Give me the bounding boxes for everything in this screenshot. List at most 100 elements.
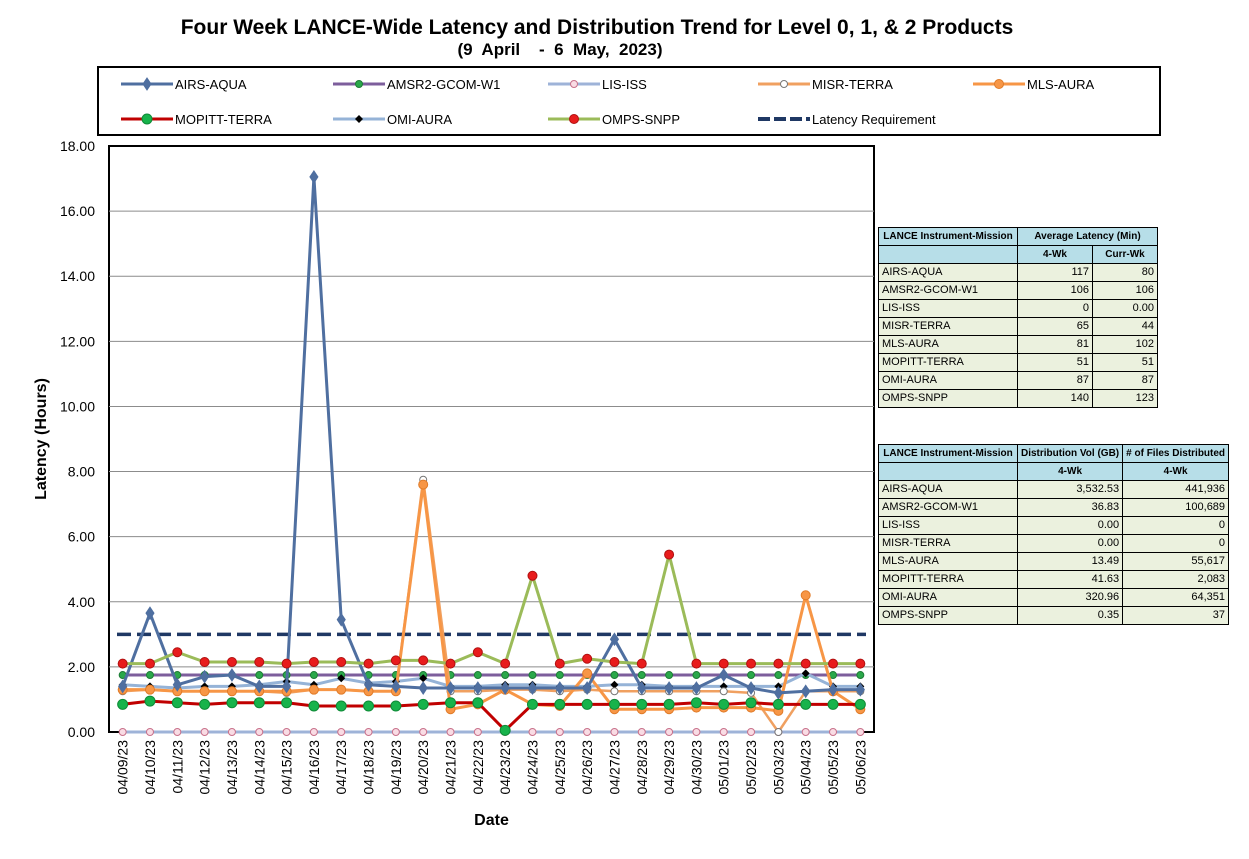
data-point-airs-aqua	[227, 668, 237, 682]
data-point-amsr2-gcom-w1	[692, 671, 701, 680]
legend-item-airs-aqua: AIRS-AQUA	[117, 74, 247, 94]
table2-value-cell: 100,689	[1122, 498, 1230, 517]
data-point-airs-aqua	[445, 681, 456, 695]
data-point-mopitt-terra	[117, 698, 129, 710]
data-point-omps-snpp	[472, 647, 483, 658]
legend-item-omi-aura: OMI-AURA	[329, 109, 452, 129]
table2-instrument-cell: OMPS-SNPP	[878, 606, 1018, 625]
table1-value-cell: 106	[1017, 281, 1093, 300]
data-point-airs-aqua	[691, 681, 702, 695]
legend-item-omps-snpp: OMPS-SNPP	[544, 109, 680, 129]
table1-header-latency: Average Latency (Min)	[1017, 227, 1158, 246]
data-point-omps-snpp	[582, 653, 593, 664]
legend-label: AMSR2-GCOM-W1	[387, 76, 501, 92]
table-row: MISR-TERRA 0.00 0	[878, 534, 1230, 553]
legend-marker-misr-terra	[780, 80, 788, 88]
table2-value-cell: 441,936	[1122, 480, 1230, 499]
data-point-airs-aqua	[172, 677, 182, 692]
x-tick-label: 04/16/23	[306, 740, 322, 795]
data-point-airs-aqua	[418, 681, 428, 695]
y-tick-label: 8.00	[68, 464, 95, 480]
y-tick-label: 4.00	[68, 594, 95, 610]
table1-value-cell: 51	[1017, 353, 1093, 372]
y-tick-label: 0.00	[68, 724, 95, 740]
legend-item-mls-aura: MLS-AURA	[969, 74, 1094, 94]
data-point-airs-aqua	[719, 668, 729, 682]
legend-label: OMI-AURA	[387, 111, 452, 127]
table2-instrument-cell: MOPITT-TERRA	[878, 570, 1018, 589]
legend-swatch-mls-aura	[973, 79, 1025, 89]
data-point-lis-iss	[173, 728, 182, 736]
data-point-mopitt-terra	[663, 698, 675, 710]
data-point-airs-aqua	[391, 679, 401, 694]
data-point-omps-snpp	[773, 658, 784, 669]
data-point-mopitt-terra	[800, 698, 812, 710]
chart-legend: AIRS-AQUA AMSR2-GCOM-W1 LIS-ISS MISR-TERRA M…	[97, 66, 1161, 136]
table-row: OMPS-SNPP 0.35 37	[878, 606, 1230, 625]
table1-value-cell: 80	[1092, 263, 1158, 282]
y-tick-label: 6.00	[68, 529, 95, 545]
legend-label: Latency Requirement	[812, 111, 936, 127]
table1-instrument-cell: AIRS-AQUA	[878, 263, 1018, 282]
data-point-mopitt-terra	[854, 698, 866, 710]
data-point-mopitt-terra	[335, 700, 347, 712]
data-point-amsr2-gcom-w1	[473, 671, 482, 680]
data-point-lis-iss	[200, 728, 209, 736]
x-tick-label: 04/19/23	[388, 740, 404, 795]
table2-subheader-blank	[878, 462, 1018, 481]
data-point-mopitt-terra	[690, 697, 702, 709]
data-point-amsr2-gcom-w1	[145, 671, 154, 680]
legend-label: AIRS-AQUA	[175, 76, 247, 92]
data-point-omps-snpp	[554, 658, 565, 669]
x-tick-label: 05/02/23	[743, 740, 759, 795]
data-point-omps-snpp	[172, 647, 183, 658]
data-point-mopitt-terra	[171, 697, 183, 709]
data-point-lis-iss	[118, 728, 127, 736]
table2-instrument-cell: LIS-ISS	[878, 516, 1018, 535]
series-line-omi-aura	[122, 671, 861, 690]
x-tick-label: 04/09/23	[115, 740, 131, 795]
table1-instrument-cell: LIS-ISS	[878, 299, 1018, 318]
x-tick-label: 05/05/23	[825, 740, 841, 795]
legend-marker-lis-iss	[570, 80, 578, 88]
data-point-mopitt-terra	[772, 698, 784, 710]
table1-value-cell: 140	[1017, 389, 1093, 408]
x-tick-label: 04/27/23	[606, 740, 622, 795]
table1-subheader-4wk: 4-Wk	[1017, 245, 1093, 264]
legend-swatch-latency-requirement	[758, 117, 810, 121]
data-point-mopitt-terra	[445, 697, 457, 709]
table2-value-cell: 0.35	[1016, 606, 1124, 625]
data-point-lis-iss	[391, 728, 400, 736]
data-point-mopitt-terra	[526, 698, 538, 710]
table1-instrument-cell: MISR-TERRA	[878, 317, 1018, 336]
data-point-amsr2-gcom-w1	[747, 671, 756, 680]
data-point-omps-snpp	[718, 658, 729, 669]
table1-value-cell: 0	[1017, 299, 1093, 318]
table1-value-cell: 106	[1092, 281, 1158, 300]
data-point-mopitt-terra	[472, 697, 484, 709]
table1-header-instrument: LANCE Instrument-Mission	[878, 227, 1018, 246]
legend-swatch-airs-aqua	[121, 77, 173, 91]
data-point-lis-iss	[337, 728, 346, 736]
data-point-airs-aqua	[746, 681, 756, 695]
data-point-lis-iss	[610, 728, 619, 736]
data-point-lis-iss	[747, 728, 756, 736]
data-point-omps-snpp	[800, 658, 811, 669]
data-point-amsr2-gcom-w1	[555, 671, 564, 680]
legend-label: MOPITT-TERRA	[175, 111, 272, 127]
table-row: OMPS-SNPP 140 123	[878, 389, 1158, 408]
y-tick-label: 12.00	[60, 333, 95, 349]
table1-instrument-cell: OMPS-SNPP	[878, 389, 1018, 408]
data-point-lis-iss	[528, 728, 537, 736]
legend-marker-mls-aura	[994, 79, 1004, 89]
table1-instrument-cell: AMSR2-GCOM-W1	[878, 281, 1018, 300]
data-point-mls-aura	[199, 686, 210, 697]
data-point-amsr2-gcom-w1	[665, 671, 674, 680]
data-point-omps-snpp	[445, 658, 456, 669]
table2-value-cell: 55,617	[1122, 552, 1230, 571]
table1-value-cell: 65	[1017, 317, 1093, 336]
legend-swatch-omps-snpp	[548, 114, 600, 124]
x-tick-label: 04/12/23	[197, 740, 213, 795]
data-point-lis-iss	[555, 728, 564, 736]
data-point-mls-aura	[308, 684, 319, 695]
